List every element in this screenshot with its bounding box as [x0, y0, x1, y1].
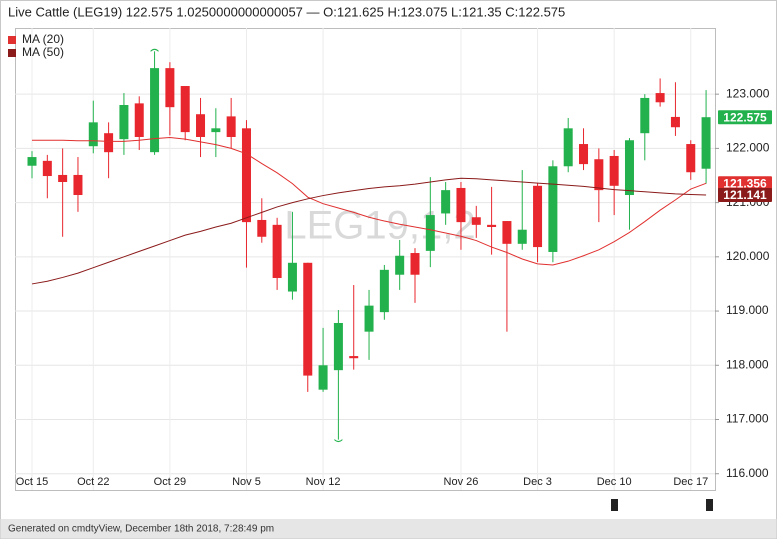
chart-title: Live Cattle (LEG19) 122.575 1.0250000000… [8, 4, 565, 19]
candle-body [655, 93, 665, 103]
candle-body [58, 174, 68, 182]
candle-body [119, 105, 129, 140]
footer-text: Generated on cmdtyView, December 18th 20… [8, 524, 274, 535]
candle-body [456, 187, 466, 223]
y-tick-label: 122.000 [726, 141, 770, 155]
y-tick-label: 120.000 [726, 249, 770, 263]
price-tag-label: 121.356 [723, 176, 767, 190]
candle-body [27, 157, 37, 166]
candle-body [624, 140, 634, 196]
candle-body [196, 114, 206, 137]
candle-body [487, 224, 497, 228]
candle-body [395, 255, 405, 275]
candle-body [303, 262, 313, 376]
legend-label: MA (50) [22, 45, 64, 59]
x-tick-label: Oct 29 [154, 476, 186, 488]
scroll-handles[interactable] [611, 499, 713, 511]
legend-swatch [8, 36, 16, 44]
candle-body [257, 219, 267, 237]
candle-body [88, 122, 98, 147]
candle-body [379, 269, 389, 313]
candle-body [609, 155, 619, 186]
price-tag [718, 176, 772, 191]
high-marker [150, 48, 159, 52]
candle-body [548, 166, 558, 252]
price-tag [718, 187, 772, 202]
candle-body [104, 133, 114, 153]
candle-body [441, 190, 451, 214]
x-tick-label: Oct 15 [16, 476, 48, 488]
candle-body [272, 224, 282, 278]
candle-body [150, 68, 160, 153]
y-tick-label: 119.000 [726, 303, 769, 317]
y-tick-label: 118.000 [726, 357, 769, 371]
price-tag-label: 121.141 [723, 188, 767, 202]
candle-body [165, 68, 175, 108]
x-tick-label: Nov 5 [232, 476, 261, 488]
x-tick-label: Dec 3 [523, 476, 552, 488]
candle-body [517, 229, 527, 244]
candle-body [73, 174, 83, 196]
y-tick-label: 123.000 [726, 86, 770, 100]
price-tag [718, 110, 772, 125]
candle-body [533, 185, 543, 248]
footer-bar [0, 519, 777, 539]
candle-body [333, 322, 343, 371]
candle-body [211, 128, 221, 133]
x-tick-label: Dec 17 [673, 476, 708, 488]
candle-body [364, 305, 374, 332]
candle-body [686, 144, 696, 173]
candle-body [640, 97, 650, 134]
y-tick-label: 116.000 [726, 466, 769, 480]
candle-body [42, 160, 52, 177]
legend-swatch [8, 49, 16, 57]
candle-body [180, 86, 190, 133]
x-tick-label: Nov 26 [444, 476, 479, 488]
candle-body [134, 103, 144, 137]
candles [27, 48, 711, 443]
x-tick-label: Dec 10 [597, 476, 632, 488]
price-tag-label: 122.575 [723, 110, 767, 124]
candle-body [563, 128, 573, 167]
candle-body [594, 159, 604, 191]
candle-body [241, 128, 251, 223]
x-tick-label: Nov 12 [306, 476, 341, 488]
candle-body [502, 221, 512, 244]
candle-body [670, 116, 680, 128]
candle-body [349, 356, 359, 359]
low-marker [334, 439, 343, 443]
candle-body [701, 117, 711, 169]
candle-body [471, 217, 481, 225]
candle-body [226, 116, 236, 137]
candle-body [410, 253, 420, 275]
candle-body [287, 262, 297, 292]
candle-body [579, 144, 589, 165]
ma-line [31, 177, 707, 285]
candle-body [318, 365, 328, 390]
plot-area [15, 28, 716, 491]
ma-line [32, 137, 707, 266]
scroll-handle[interactable] [611, 499, 618, 511]
y-tick-label: 117.000 [726, 412, 769, 426]
candle-body [425, 215, 435, 251]
scroll-handle[interactable] [706, 499, 713, 511]
x-tick-label: Oct 22 [77, 476, 109, 488]
legend-label: MA (20) [22, 32, 64, 46]
